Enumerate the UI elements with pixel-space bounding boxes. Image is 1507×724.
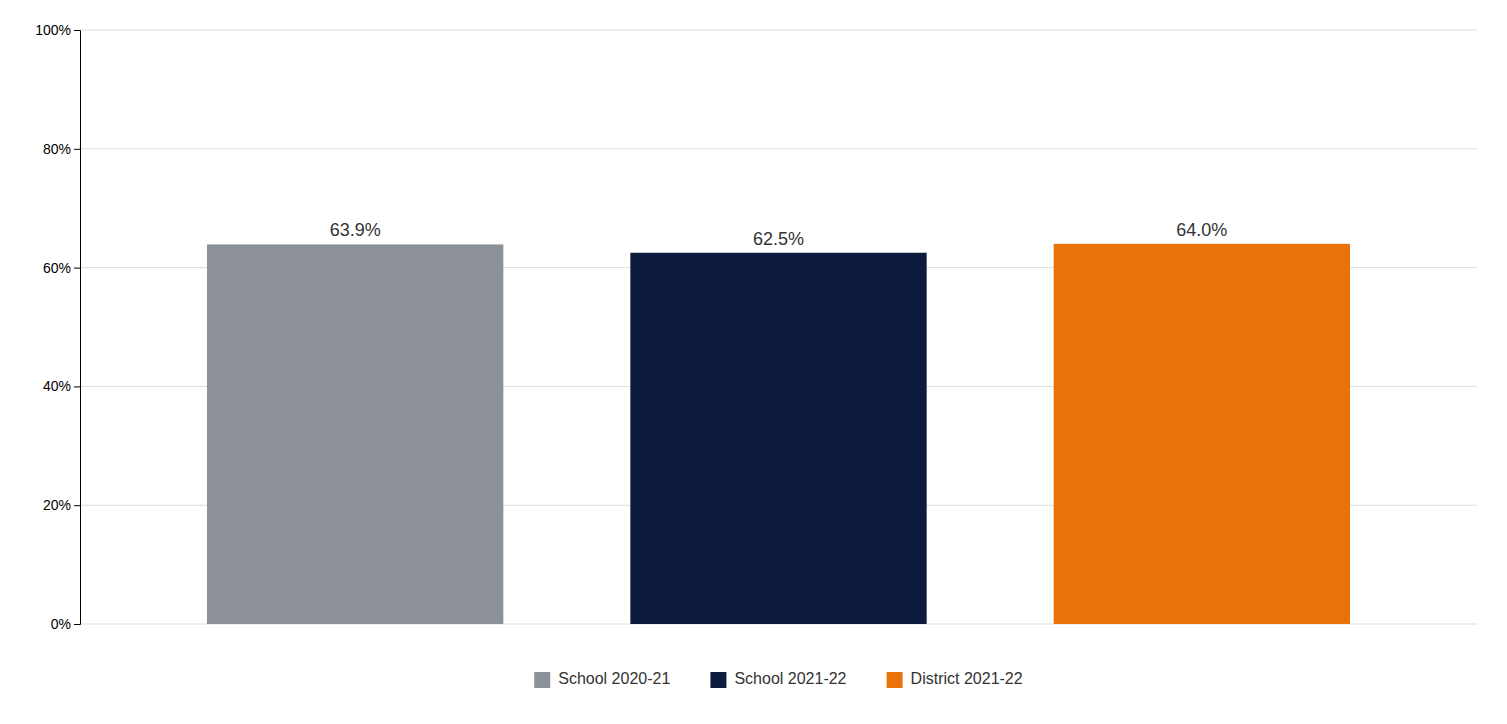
legend-label: School 2020-21: [558, 670, 670, 687]
y-tick-mark: [74, 386, 80, 387]
y-tick-label: 80%: [43, 141, 71, 157]
y-tick-label: 0%: [51, 616, 71, 632]
y-tick-mark: [74, 268, 80, 269]
y-tick: 100%: [35, 22, 80, 38]
y-tick-mark: [74, 505, 80, 506]
y-tick-mark: [74, 624, 80, 625]
bar: [207, 244, 503, 624]
legend: School 2020-21 School 2021-22 District 202…: [534, 670, 1023, 688]
legend-item: School 2021-22: [710, 670, 846, 688]
y-tick-label: 20%: [43, 497, 71, 513]
plot: 0% 20% 40% 60% 80% 100% 63.9% 62.5% 64.0%: [35, 22, 1477, 632]
y-tick: 20%: [43, 497, 80, 513]
data-labels: 63.9% 62.5% 64.0%: [330, 220, 1228, 249]
y-tick-label: 100%: [35, 22, 71, 38]
legend-label: School 2021-22: [734, 670, 846, 687]
data-label: 64.0%: [1176, 220, 1227, 240]
y-axis-line: [74, 31, 81, 625]
y-tick: 40%: [43, 378, 80, 394]
grid: [80, 30, 1477, 624]
bars: [207, 244, 1350, 624]
y-tick-label: 60%: [43, 260, 71, 276]
y-tick-label: 40%: [43, 378, 71, 394]
data-label: 63.9%: [330, 220, 381, 240]
y-tick: 60%: [43, 260, 80, 276]
legend-swatch: [534, 672, 550, 688]
chart-svg: 0% 20% 40% 60% 80% 100% 63.9% 62.5% 64.0% School …: [0, 0, 1507, 724]
y-tick: 80%: [43, 141, 80, 157]
legend-item: District 2021-22: [887, 670, 1023, 688]
grid-line: [80, 148, 1477, 149]
data-label: 62.5%: [753, 229, 804, 249]
bar: [1054, 244, 1350, 624]
y-tick-mark: [74, 30, 80, 31]
y-tick: 0%: [51, 616, 80, 632]
bar: [630, 253, 926, 624]
y-tick-mark: [74, 149, 80, 150]
legend-item: School 2020-21: [534, 670, 670, 688]
y-axis: 0% 20% 40% 60% 80% 100%: [35, 22, 80, 632]
grid-line: [80, 30, 1477, 31]
legend-label: District 2021-22: [911, 670, 1023, 687]
legend-swatch: [887, 672, 903, 688]
legend-swatch: [710, 672, 726, 688]
